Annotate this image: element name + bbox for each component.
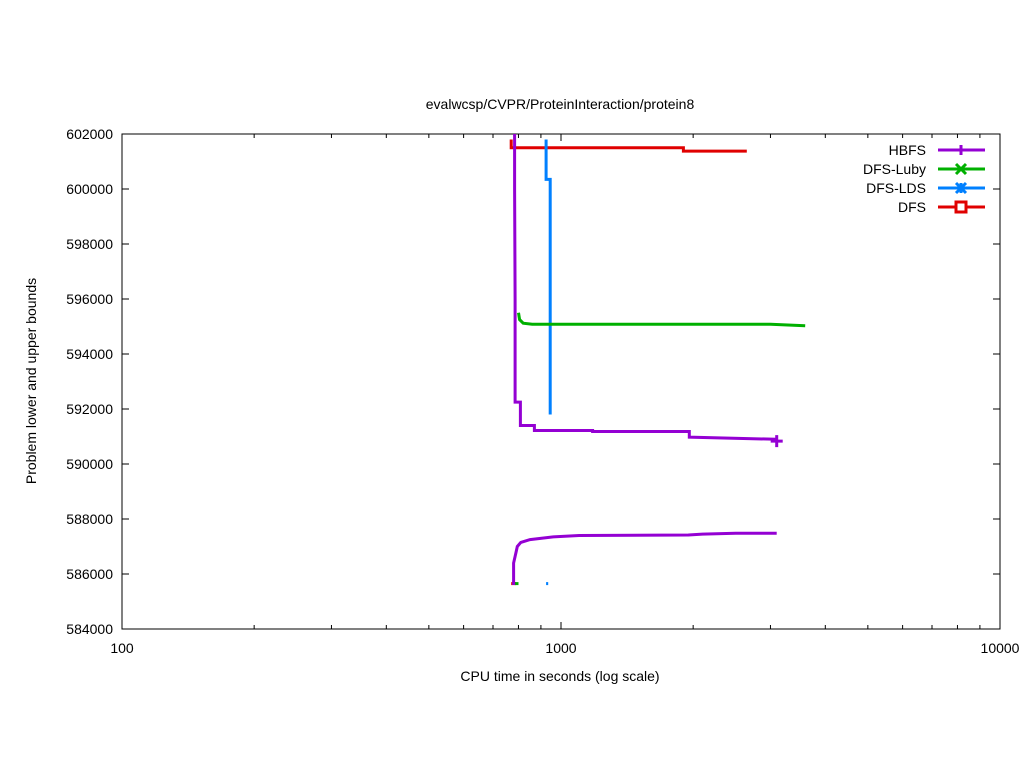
legend: HBFS DFS-Luby DFS-LDS DFS (863, 142, 985, 215)
y-tick-label: 592000 (66, 401, 113, 417)
series-dfs-luby-upper-bound (517, 312, 806, 328)
legend-label-hbfs: HBFS (889, 142, 926, 158)
series-hbfs-upper-bound (513, 134, 777, 441)
x-tick-label: 100 (110, 640, 134, 656)
series-dfs-lds-upper-bound (544, 139, 552, 415)
legend-label-dfs: DFS (898, 199, 926, 215)
x-tick-label: 10000 (981, 640, 1020, 656)
y-tick-label: 602000 (66, 126, 113, 142)
series-hbfs-end-marker (770, 435, 783, 448)
y-tick-label: 600000 (66, 181, 113, 197)
axis-ticks: 584000 586000 588000 590000 592000 594000 5960… (66, 126, 1019, 656)
series-layer (509, 134, 806, 586)
legend-marker-hbfs (956, 145, 966, 155)
legend-marker-dfs (954, 200, 968, 214)
chart-title: evalwcsp/CVPR/ProteinInteraction/protein… (426, 96, 695, 112)
series-hbfs-lower-bound (512, 531, 777, 585)
y-tick-label: 584000 (66, 621, 113, 637)
y-axis-label: Problem lower and upper bounds (23, 278, 39, 484)
x-axis-label: CPU time in seconds (log scale) (460, 668, 659, 684)
plot-frame (121, 133, 1001, 630)
y-tick-label: 594000 (66, 346, 113, 362)
series-dfs-upper-bound (509, 139, 747, 153)
y-tick-label: 590000 (66, 456, 113, 472)
legend-label-dfs-lds: DFS-LDS (866, 180, 926, 196)
legend-marker-dfs-luby (954, 162, 968, 176)
legend-marker-dfs-lds (954, 181, 968, 195)
y-tick-label: 598000 (66, 236, 113, 252)
x-tick-label: 1000 (545, 640, 576, 656)
y-tick-label: 586000 (66, 566, 113, 582)
y-tick-label: 588000 (66, 511, 113, 527)
y-tick-label: 596000 (66, 291, 113, 307)
legend-label-dfs-luby: DFS-Luby (863, 161, 926, 177)
